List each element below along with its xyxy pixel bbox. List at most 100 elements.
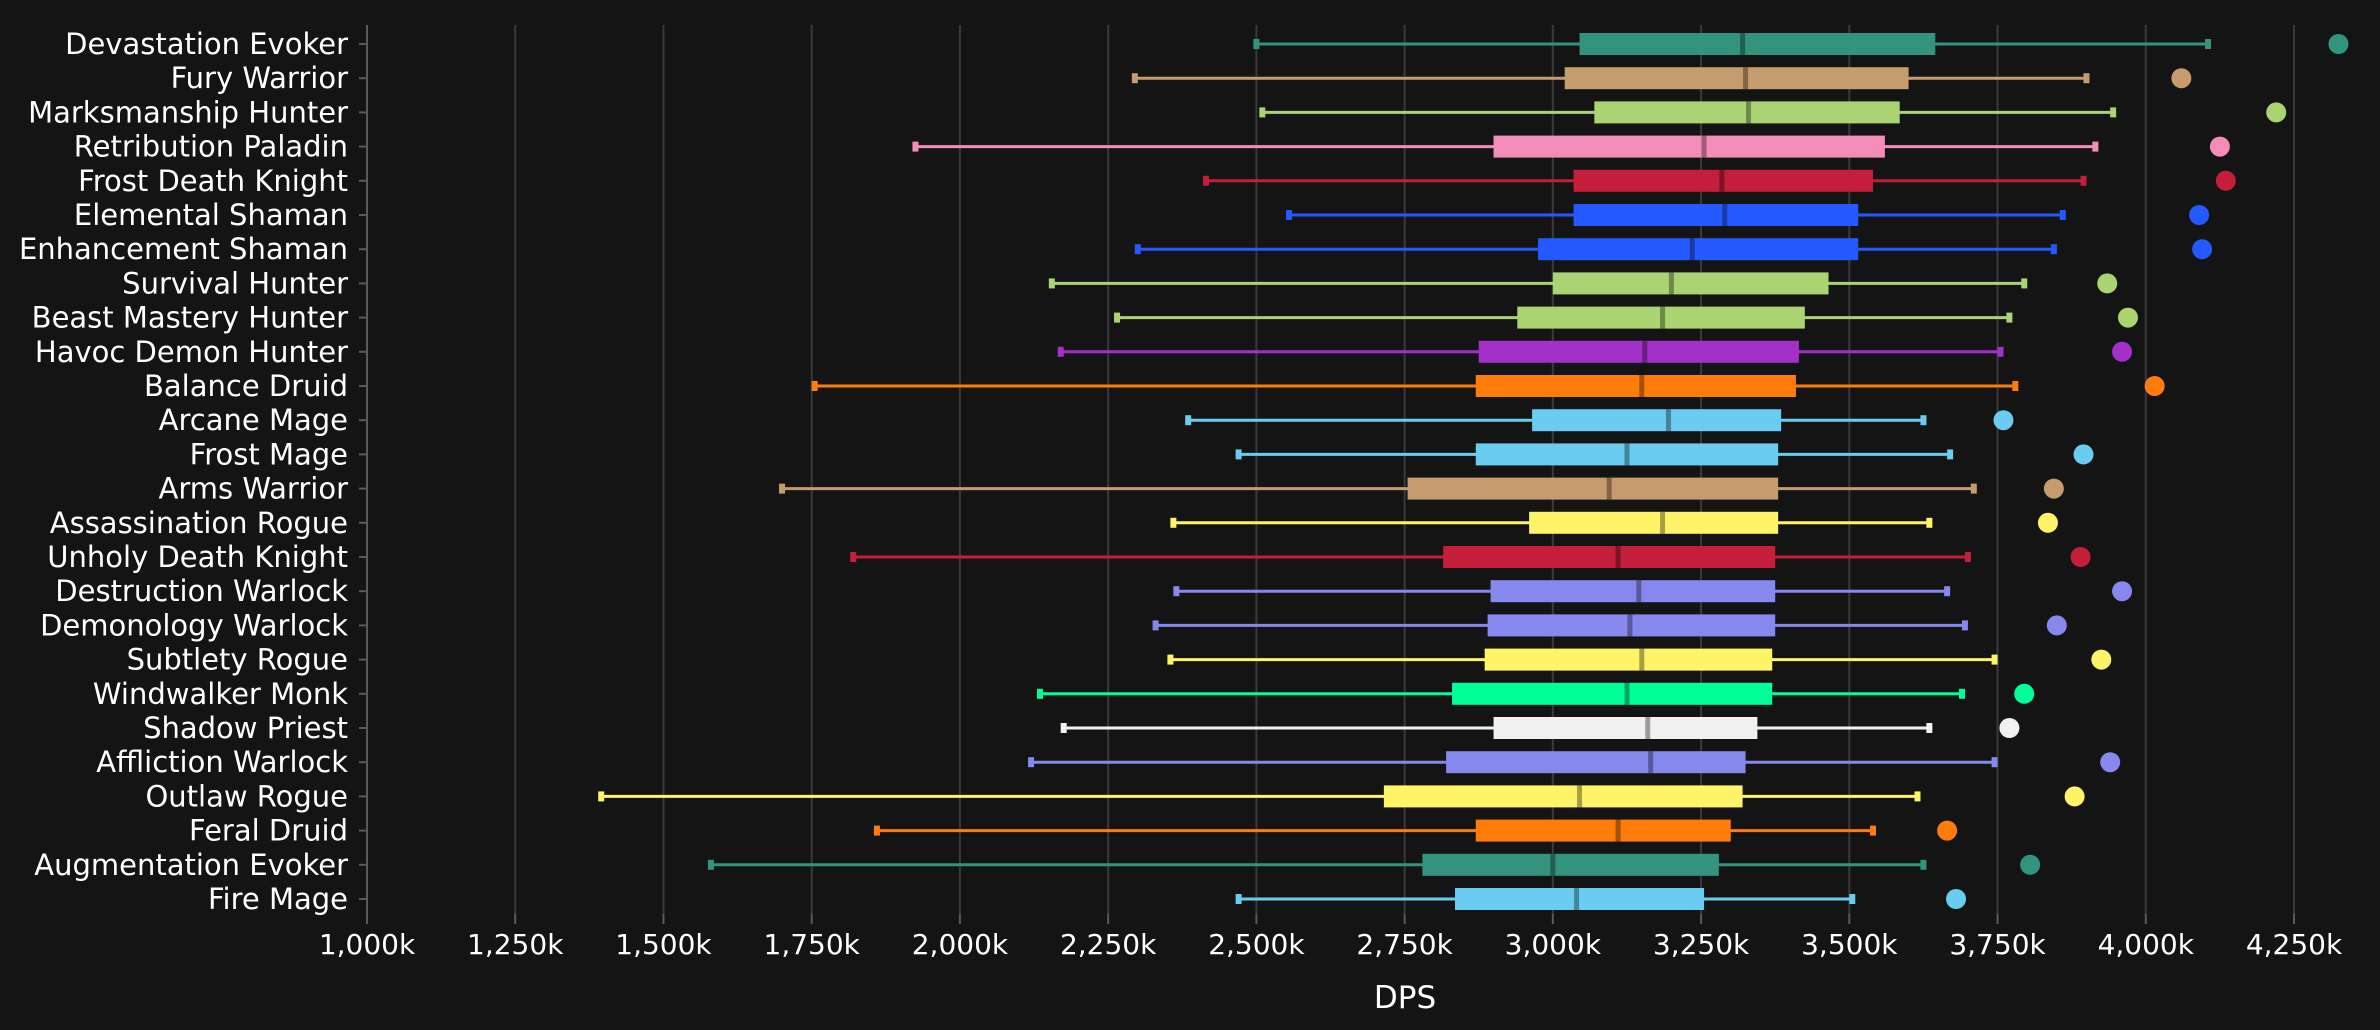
grid-layer bbox=[514, 25, 2295, 914]
median-mark bbox=[1660, 511, 1666, 534]
iqr-box bbox=[1532, 409, 1782, 432]
iqr-box bbox=[1475, 375, 1796, 397]
outlier-point bbox=[1999, 718, 2020, 738]
median-mark bbox=[1627, 614, 1633, 637]
outlier-point bbox=[1993, 410, 2014, 431]
iqr-box bbox=[1443, 546, 1776, 568]
outlier-point bbox=[2097, 273, 2118, 294]
whisker-min-cap bbox=[1048, 278, 1055, 289]
whisker-max-cap bbox=[2080, 175, 2087, 186]
whisker-max-cap bbox=[1914, 791, 1921, 802]
whisker-max-cap bbox=[2050, 244, 2057, 255]
whisker-min-cap bbox=[1185, 415, 1192, 426]
median-mark bbox=[1577, 785, 1583, 808]
iqr-box bbox=[1573, 169, 1874, 192]
category-label: Enhancement Shaman bbox=[19, 232, 348, 266]
outlier-point bbox=[2266, 102, 2287, 123]
category-label: Shadow Priest bbox=[143, 711, 348, 745]
median-mark bbox=[1746, 101, 1752, 124]
whisker-min-cap bbox=[1028, 757, 1035, 768]
median-mark bbox=[1701, 135, 1707, 158]
outlier-point bbox=[2112, 581, 2133, 602]
median-mark bbox=[1645, 717, 1651, 739]
category-label: Frost Mage bbox=[190, 437, 348, 471]
whisker-max-cap bbox=[2012, 381, 2019, 391]
whisker-min-cap bbox=[598, 791, 605, 802]
x-tick-label: 2,750k bbox=[1356, 928, 1453, 961]
outlier-point bbox=[2192, 239, 2213, 260]
category-label: Subtlety Rogue bbox=[127, 643, 348, 677]
median-mark bbox=[1689, 238, 1695, 261]
median-mark bbox=[1574, 888, 1580, 910]
whisker-max-cap bbox=[1970, 483, 1977, 494]
whisker-min-cap bbox=[1253, 39, 1260, 49]
iqr-box bbox=[1573, 204, 1859, 226]
iqr-box bbox=[1452, 682, 1773, 705]
box-row bbox=[1253, 33, 2349, 55]
median-mark bbox=[1615, 546, 1621, 568]
box-row bbox=[1114, 306, 2138, 329]
category-label: Frost Death Knight bbox=[78, 164, 348, 198]
median-mark bbox=[1719, 169, 1725, 192]
box-row bbox=[1057, 340, 2133, 363]
box-row bbox=[779, 477, 2064, 500]
whisker-max-cap bbox=[1991, 654, 1998, 665]
outlier-point bbox=[2070, 547, 2091, 567]
outlier-point bbox=[2043, 478, 2064, 499]
iqr-box bbox=[1493, 717, 1758, 739]
x-tick-label: 1,750k bbox=[764, 928, 861, 961]
category-label: Fury Warrior bbox=[171, 61, 349, 95]
box-row bbox=[850, 546, 2091, 568]
whisker-min-cap bbox=[1152, 620, 1159, 631]
whisker-min-cap bbox=[1173, 586, 1180, 597]
iqr-box bbox=[1538, 238, 1859, 261]
iqr-box bbox=[1552, 272, 1829, 295]
whisker-min-cap bbox=[1259, 107, 1266, 118]
whisker-max-cap bbox=[2110, 107, 2117, 118]
box-row bbox=[1170, 511, 2058, 534]
box-row bbox=[1235, 888, 1967, 910]
whisker-max-cap bbox=[2092, 141, 2099, 152]
outlier-point bbox=[2171, 68, 2192, 89]
outlier-point bbox=[2112, 341, 2133, 362]
outlier-point bbox=[2037, 512, 2058, 533]
box-row bbox=[873, 819, 1958, 842]
category-label: Havoc Demon Hunter bbox=[35, 335, 348, 369]
whisker-max-cap bbox=[1870, 825, 1877, 836]
iqr-box bbox=[1475, 819, 1731, 842]
iqr-box bbox=[1493, 135, 1885, 158]
category-label: Assassination Rogue bbox=[50, 506, 348, 540]
whisker-max-cap bbox=[2083, 73, 2090, 84]
whisker-max-cap bbox=[1947, 449, 1954, 460]
median-mark bbox=[1550, 853, 1556, 876]
category-label: Elemental Shaman bbox=[74, 198, 348, 232]
whisker-max-cap bbox=[2059, 210, 2066, 220]
median-mark bbox=[1668, 272, 1674, 295]
outlier-point bbox=[2328, 34, 2349, 54]
category-label: Fire Mage bbox=[208, 882, 348, 916]
outlier-point bbox=[2100, 752, 2121, 773]
x-tick-label: 1,000k bbox=[319, 928, 416, 961]
axis-layer bbox=[359, 25, 2295, 924]
box-row bbox=[1134, 238, 2213, 261]
category-label: Outlaw Rogue bbox=[145, 779, 348, 813]
median-mark bbox=[1722, 204, 1728, 226]
median-mark bbox=[1648, 751, 1654, 774]
category-label: Augmentation Evoker bbox=[34, 848, 348, 882]
x-tick-label: 3,750k bbox=[1949, 928, 2046, 961]
median-mark bbox=[1639, 648, 1645, 671]
box-row bbox=[1235, 443, 2094, 466]
box-row bbox=[1036, 682, 2035, 705]
category-label: Windwalker Monk bbox=[93, 677, 348, 711]
iqr-box bbox=[1490, 580, 1776, 603]
whisker-min-cap bbox=[1114, 312, 1121, 323]
iqr-box bbox=[1529, 511, 1779, 534]
iqr-box bbox=[1422, 853, 1719, 876]
whisker-min-cap bbox=[912, 141, 919, 152]
iqr-box bbox=[1594, 101, 1900, 124]
box-row bbox=[1131, 67, 2192, 90]
whisker-min-cap bbox=[1235, 894, 1242, 904]
box-row bbox=[811, 375, 2165, 397]
